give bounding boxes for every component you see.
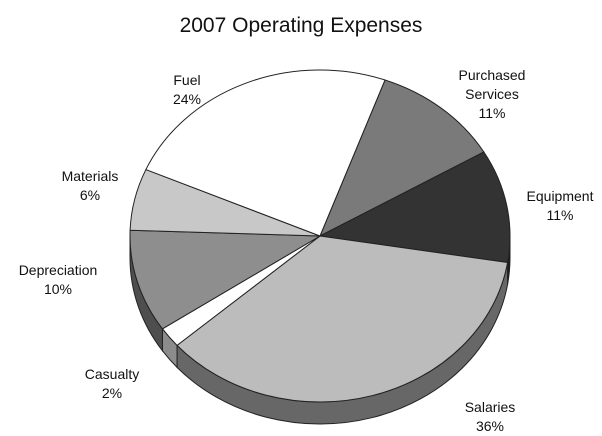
slice bbox=[319, 79, 485, 238]
slice-label: Salaries 36% bbox=[435, 398, 545, 436]
slice bbox=[318, 151, 511, 285]
slice bbox=[145, 69, 386, 237]
slice-label: Equipment 11% bbox=[505, 187, 602, 225]
slice bbox=[129, 229, 322, 353]
slice-top bbox=[176, 235, 509, 403]
value-label: 6% bbox=[79, 187, 101, 203]
category-name: Purchased Services bbox=[458, 67, 526, 102]
category-name: Equipment bbox=[526, 188, 594, 204]
value-label: 11% bbox=[478, 105, 506, 121]
category-name: Materials bbox=[61, 168, 119, 184]
value-label: 10% bbox=[43, 281, 73, 297]
slice-top bbox=[145, 69, 386, 237]
slice-label: Materials 6% bbox=[35, 167, 145, 205]
category-name: Fuel bbox=[173, 72, 201, 88]
value-label: 36% bbox=[475, 418, 505, 434]
slice-label: Purchased Services 11% bbox=[452, 66, 532, 123]
category-name: Depreciation bbox=[18, 262, 98, 278]
slice-label: Depreciation 10% bbox=[3, 261, 113, 299]
category-name: Salaries bbox=[464, 399, 516, 415]
chart-title: 2007 Operating Expenses bbox=[179, 14, 423, 37]
value-label: 11% bbox=[546, 207, 574, 223]
value-label: 2% bbox=[101, 385, 123, 401]
slice-top bbox=[129, 229, 322, 330]
slice-top bbox=[318, 151, 511, 264]
category-name: Casualty bbox=[84, 366, 140, 382]
slice-top bbox=[319, 79, 485, 238]
slice-label: Fuel 24% bbox=[132, 71, 242, 109]
value-label: 24% bbox=[172, 91, 202, 107]
slice-label: Casualty 2% bbox=[57, 365, 167, 403]
